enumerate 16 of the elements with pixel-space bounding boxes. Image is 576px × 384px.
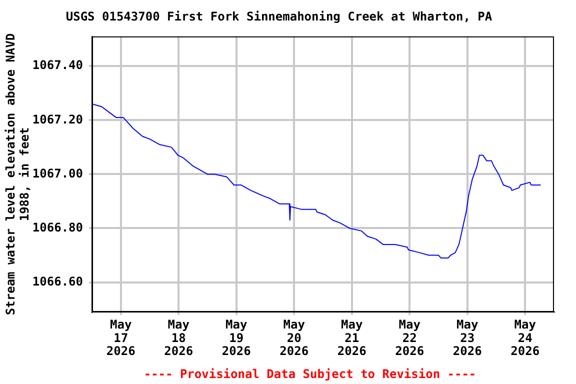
- x-tick-label: May 17 2026: [106, 318, 136, 358]
- x-tick-label: May 21 2026: [337, 318, 366, 358]
- text: ---- Provisional Data Subject to Revision ----: [144, 367, 476, 382]
- x-tick-label: May 23 2026: [452, 318, 482, 358]
- y-tick-label: 1067.40: [32, 58, 83, 72]
- y-axis-title: Stream water level elevation above NAVD 1988, in feet: [3, 33, 32, 316]
- x-tick-label: May 22 2026: [395, 318, 424, 358]
- x-tick-label: May 18 2026: [164, 318, 194, 358]
- y-tick-label: 1066.60: [32, 274, 83, 288]
- y-tick-label: 1067.20: [32, 112, 83, 126]
- chart-title: USGS 01543700 First Fork Sinnemahoning Creek at Wharton, PA: [66, 9, 493, 24]
- x-tick-label: May 24 2026: [510, 318, 540, 358]
- y-tick-label: 1066.80: [32, 220, 83, 234]
- x-tick-label: May 19 2026: [222, 318, 251, 358]
- x-tick-label: May 20 2026: [280, 318, 309, 358]
- y-tick-label: 1067.00: [32, 166, 83, 180]
